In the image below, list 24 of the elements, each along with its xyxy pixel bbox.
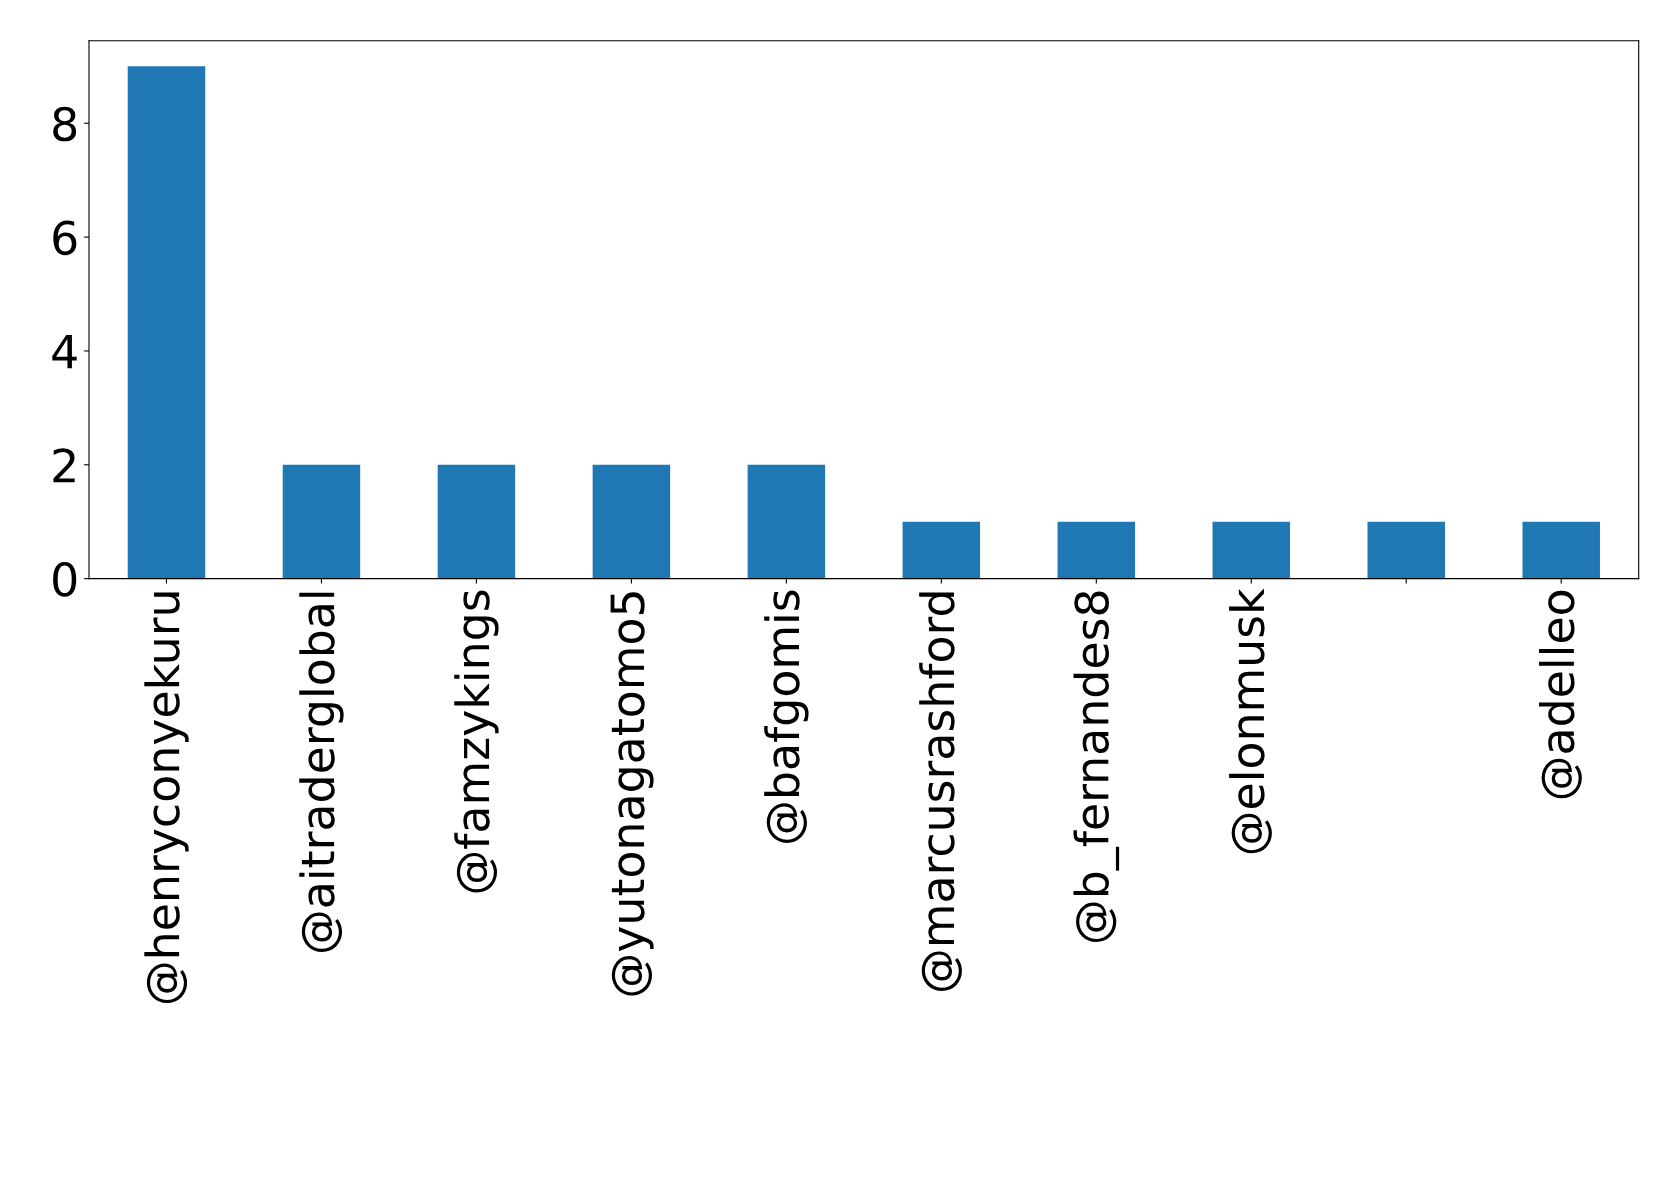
y-tick-label: 0 (53, 562, 77, 597)
bar (1522, 521, 1600, 579)
bar (437, 464, 516, 579)
y-tick-label: 6 (53, 220, 77, 256)
x-tick-label: @aitraderglobal (299, 592, 344, 953)
bar (282, 464, 361, 579)
x-tick-label: @adelleo (1539, 590, 1582, 799)
y-tick-label: 8 (53, 106, 77, 142)
x-tick-label: @bafgomis (764, 590, 809, 843)
x-tick-label: @elonmusk (1229, 588, 1272, 854)
bar (1057, 521, 1136, 579)
x-tick-label: @yutonagatomo5 (610, 592, 654, 996)
x-tick-label: @b_fernandes8 (1073, 591, 1120, 943)
x-tick-label: @marcusrashford (919, 592, 962, 991)
bar (1212, 521, 1291, 579)
bar (127, 66, 206, 579)
bar (1367, 521, 1445, 579)
y-tick-label: 2 (53, 448, 75, 483)
bar (592, 464, 671, 579)
bar (902, 521, 981, 579)
bar (747, 464, 826, 579)
y-tick-label: 4 (52, 334, 77, 369)
x-tick-label: @famzykings (454, 590, 499, 893)
x-tick-label: @henryconyekuru (144, 592, 189, 1004)
